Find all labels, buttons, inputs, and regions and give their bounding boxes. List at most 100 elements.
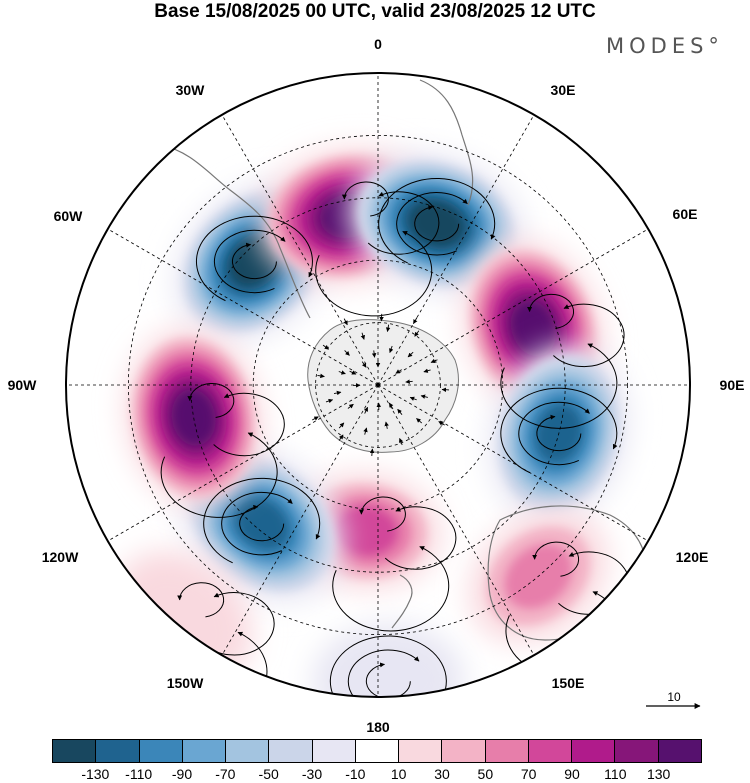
lon-label-60w: 60W — [53, 208, 83, 224]
streamline — [358, 496, 406, 532]
colorbar-tick-label: 30 — [434, 766, 450, 782]
colorbar-swatch — [528, 740, 573, 762]
lon-label-90e: 90E — [719, 377, 745, 393]
anomaly-contour-band — [229, 236, 280, 287]
streamline — [347, 649, 420, 697]
anomaly-contour-band — [332, 506, 398, 557]
brand-logo: MODES° — [606, 34, 724, 58]
streamline — [213, 392, 285, 457]
meridian-line — [377, 228, 649, 386]
latitude-circle — [252, 259, 504, 511]
colorbar-tick-label: -110 — [125, 766, 153, 782]
south-pole-marker — [376, 383, 380, 387]
streamline — [231, 242, 277, 280]
wind-vector — [333, 390, 342, 396]
streamline — [365, 662, 411, 697]
wind-vector — [385, 324, 391, 332]
wind-vector — [317, 373, 325, 379]
wind-vector — [388, 402, 394, 410]
antarctica-outline — [307, 319, 459, 453]
colorbar-tick-label: -10 — [345, 766, 366, 782]
wind-vector — [395, 369, 402, 374]
lon-label-30e: 30E — [550, 82, 576, 98]
colorbar-tick-label: -130 — [81, 766, 110, 782]
wind-vector — [349, 370, 357, 375]
streamline — [203, 477, 321, 564]
anomaly-southeast-pacific-positive — [124, 328, 263, 507]
wind-vector — [423, 368, 431, 373]
anomaly-contour-band — [510, 300, 556, 357]
latitude-circle — [127, 134, 629, 636]
map-border — [65, 72, 691, 698]
streamline — [187, 382, 235, 419]
wind-vector — [338, 422, 345, 429]
wind-streamlines — [150, 178, 630, 697]
wind-vector — [414, 330, 420, 337]
streamline — [378, 178, 496, 264]
colorbar — [52, 739, 702, 763]
wind-vector — [363, 406, 369, 414]
lon-label-0: 0 — [374, 36, 382, 52]
colorbar-tick-label: 110 — [604, 766, 627, 782]
lon-label-120e: 120E — [675, 549, 709, 565]
africa-outline — [419, 79, 474, 206]
wind-vector — [399, 437, 404, 446]
colorbar-tick-label: -30 — [301, 766, 323, 782]
lon-label-90w: 90W — [7, 377, 37, 393]
anomaly-atlantic-negative — [174, 181, 335, 342]
lon-label-30w: 30W — [175, 82, 205, 98]
wind-vector — [438, 421, 445, 426]
streamline — [213, 229, 286, 294]
streamline — [203, 592, 275, 656]
streamline — [195, 215, 314, 302]
south-america-outline — [159, 144, 311, 319]
colorbar-tick-label: 130 — [646, 766, 671, 782]
streamline — [367, 191, 440, 255]
colorbar-swatch — [442, 740, 486, 762]
meridian-line — [107, 228, 379, 386]
colorbar-tick-label: 10 — [390, 766, 407, 782]
colorbar-swatch — [399, 740, 443, 762]
wind-vector — [420, 394, 428, 399]
streamline — [177, 582, 225, 618]
streamline — [396, 192, 468, 256]
lon-label-180: 180 — [366, 719, 390, 735]
wind-vector — [405, 379, 413, 384]
wind-vector — [369, 448, 375, 456]
graticule — [66, 73, 690, 697]
colorbar-tick-label: -50 — [258, 766, 279, 782]
wind-vector — [347, 403, 354, 409]
colorbar-tick-label: 50 — [477, 766, 494, 782]
wind-vector — [363, 427, 368, 435]
wind-vector — [361, 361, 367, 368]
wind-vector — [338, 370, 346, 375]
wind-vector — [371, 350, 377, 358]
colorbar-swatch — [226, 740, 270, 762]
streamline — [500, 343, 618, 429]
colorbar-swatch — [658, 740, 701, 762]
streamline — [532, 541, 580, 577]
colorbar-tick-label: 70 — [520, 766, 537, 782]
wind-vector — [344, 350, 350, 356]
lon-label-60e: 60E — [672, 206, 698, 222]
new-zealand-outline — [391, 574, 413, 629]
meridian-line — [377, 384, 535, 656]
colorbar-swatch — [485, 740, 529, 762]
colorbar-tick-label: 90 — [564, 766, 580, 782]
wind-vector — [407, 351, 414, 358]
lon-label-150e: 150E — [551, 675, 585, 691]
colorbar-swatch — [269, 740, 313, 762]
streamline — [527, 293, 575, 329]
polar-stereographic-map — [65, 72, 701, 709]
streamline — [500, 387, 618, 474]
meridian-line — [221, 114, 379, 386]
wind-vector — [397, 408, 403, 415]
streamline — [414, 204, 460, 242]
wind-vector — [343, 318, 348, 326]
meridian-line — [377, 114, 535, 386]
streamline — [536, 414, 582, 452]
meridian-line — [377, 384, 649, 542]
wind-vector — [360, 332, 366, 340]
streamline — [553, 303, 625, 368]
colorbar-tick-label: -70 — [215, 766, 236, 782]
